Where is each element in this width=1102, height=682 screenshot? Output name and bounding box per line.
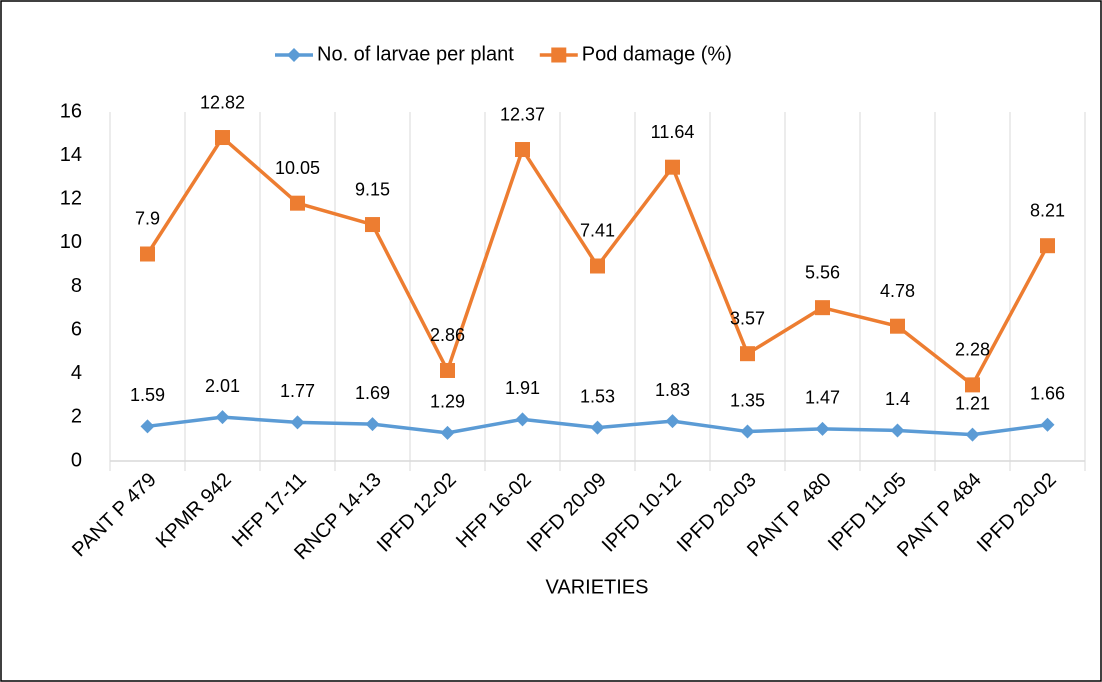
y-tick-label: 12 (60, 188, 82, 210)
data-label: 1.59 (130, 385, 165, 405)
data-label: 3.57 (730, 308, 765, 328)
marker (815, 300, 830, 316)
data-label: 1.21 (955, 393, 990, 413)
data-label: 5.56 (805, 262, 840, 282)
data-label: 1.47 (805, 388, 840, 408)
data-label: 1.77 (280, 381, 315, 401)
legend-label: Pod damage (%) (582, 43, 732, 65)
marker (515, 412, 530, 427)
legend-label: No. of larvae per plant (317, 43, 514, 65)
marker (215, 130, 230, 146)
data-label: 11.64 (651, 122, 695, 142)
data-label: 2.01 (205, 376, 240, 396)
data-label: 4.78 (880, 281, 915, 301)
marker (290, 415, 305, 430)
marker (740, 424, 755, 439)
y-tick-label: 14 (60, 144, 82, 166)
data-label: 1.35 (730, 390, 765, 410)
data-label: 7.9 (135, 209, 160, 229)
marker (515, 142, 530, 158)
data-label: 1.29 (430, 392, 465, 412)
data-label: 1.53 (580, 386, 615, 406)
marker (440, 362, 455, 378)
y-tick-label: 6 (71, 318, 82, 340)
data-label: 2.28 (955, 340, 990, 360)
y-tick-label: 4 (71, 362, 82, 384)
x-axis-title: VARIETIES (546, 576, 649, 598)
marker (815, 421, 830, 436)
marker (440, 425, 455, 440)
y-tick-label: 0 (71, 449, 82, 471)
y-tick-label: 2 (71, 406, 82, 428)
data-label: 9.15 (355, 179, 390, 199)
marker (890, 318, 905, 334)
legend-marker (551, 47, 567, 63)
data-label: 1.4 (885, 389, 910, 409)
data-label: 12.37 (500, 104, 545, 124)
marker (740, 346, 755, 362)
marker (1040, 417, 1055, 432)
y-tick-label: 10 (60, 231, 82, 253)
marker (215, 410, 230, 425)
marker (590, 420, 605, 435)
y-tick-label: 8 (71, 275, 82, 297)
marker (665, 159, 680, 175)
data-label: 1.83 (655, 380, 690, 400)
marker (965, 427, 980, 442)
marker (590, 258, 605, 274)
marker (965, 377, 980, 393)
data-label: 7.41 (580, 221, 615, 241)
marker (665, 414, 680, 429)
data-label: 1.91 (505, 378, 540, 398)
data-label: 1.69 (355, 383, 390, 403)
data-label: 8.21 (1030, 200, 1065, 220)
data-label: 1.66 (1030, 384, 1065, 404)
legend-marker (287, 48, 301, 62)
data-label: 2.86 (430, 325, 465, 345)
marker (890, 423, 905, 438)
y-tick-label: 16 (60, 100, 82, 122)
data-label: 12.82 (200, 92, 245, 112)
marker (290, 195, 305, 211)
marker (140, 246, 155, 262)
marker (365, 417, 380, 432)
marker (1040, 238, 1055, 254)
data-label: 10.05 (275, 158, 320, 178)
marker (365, 217, 380, 233)
marker (140, 419, 155, 434)
